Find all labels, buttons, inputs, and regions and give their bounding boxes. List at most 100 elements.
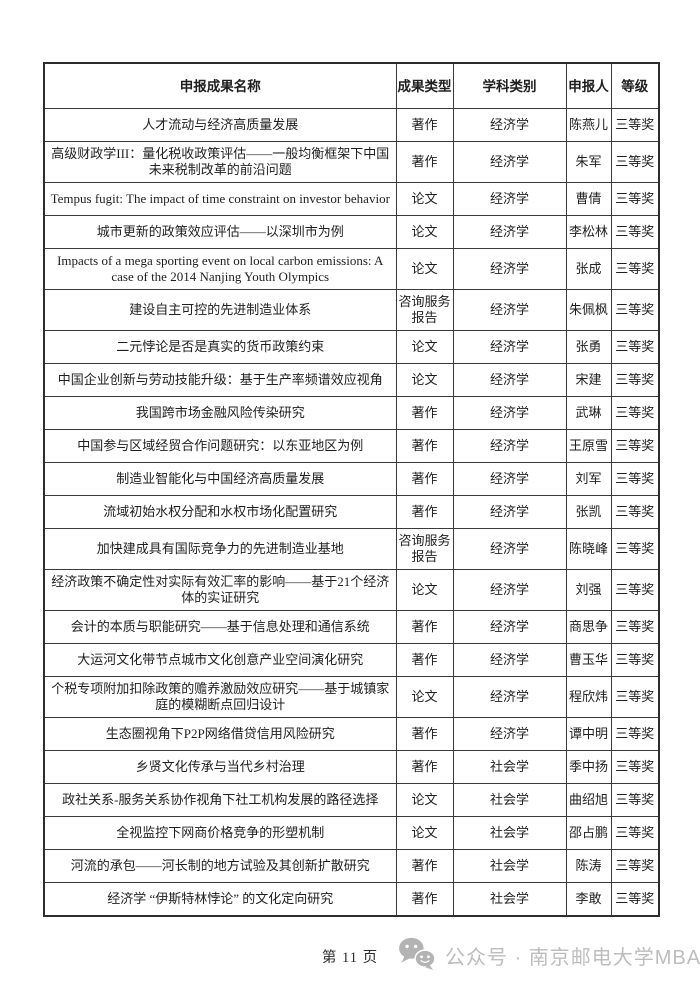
subject-category-cell: 经济学 xyxy=(452,569,567,611)
table-row: 大运河文化带节点城市文化创意产业空间演化研究 著作 经济学 曹玉华 三等奖 xyxy=(43,643,660,677)
grade-cell: 三等奖 xyxy=(610,141,660,183)
table-row: 会计的本质与职能研究——基于信息处理和通信系统 著作 经济学 商思争 三等奖 xyxy=(43,610,660,644)
subject-category-cell: 经济学 xyxy=(452,462,567,496)
declarant-cell: 季中扬 xyxy=(565,750,612,784)
achievement-name-cell: 经济政策不确定性对实际有效汇率的影响——基于21个经济体的实证研究 xyxy=(43,569,397,611)
table-row: 流域初始水权分配和水权市场化配置研究 著作 经济学 张凯 三等奖 xyxy=(43,495,660,529)
achievement-name-cell: 流域初始水权分配和水权市场化配置研究 xyxy=(43,495,397,529)
declarant-cell: 张勇 xyxy=(565,330,612,364)
table-row: 二元悖论是否是真实的货币政策约束 论文 经济学 张勇 三等奖 xyxy=(43,330,660,364)
results-table: 申报成果名称 成果类型 学科类别 申报人 等级 人才流动与经济高质量发展 著作 经济… xyxy=(43,62,660,917)
table-row: 个税专项附加扣除政策的赡养激励效应研究——基于城镇家庭的模糊断点回归设计 论文 经济… xyxy=(43,676,660,718)
grade-cell: 三等奖 xyxy=(610,643,660,677)
achievement-name-cell: 乡贤文化传承与当代乡村治理 xyxy=(43,750,397,784)
achievement-type-cell: 论文 xyxy=(395,182,454,216)
declarant-cell: 李松林 xyxy=(565,215,612,249)
achievement-type-cell: 著作 xyxy=(395,495,454,529)
header-achievement-name: 申报成果名称 xyxy=(43,62,397,109)
subject-category-cell: 经济学 xyxy=(452,182,567,216)
grade-cell: 三等奖 xyxy=(610,569,660,611)
achievement-type-cell: 论文 xyxy=(395,330,454,364)
declarant-cell: 朱佩枫 xyxy=(565,289,612,331)
subject-category-cell: 经济学 xyxy=(452,495,567,529)
achievement-name-cell: 河流的承包——河长制的地方试验及其创新扩散研究 xyxy=(43,849,397,883)
achievement-type-cell: 著作 xyxy=(395,141,454,183)
grade-cell: 三等奖 xyxy=(610,676,660,718)
subject-category-cell: 经济学 xyxy=(452,289,567,331)
grade-cell: 三等奖 xyxy=(610,750,660,784)
achievement-name-cell: 制造业智能化与中国经济高质量发展 xyxy=(43,462,397,496)
results-table-header: 申报成果名称 成果类型 学科类别 申报人 等级 xyxy=(43,62,660,109)
subject-category-cell: 社会学 xyxy=(452,783,567,817)
grade-cell: 三等奖 xyxy=(610,330,660,364)
table-row: 加快建成具有国际竞争力的先进制造业基地 咨询服务报告 经济学 陈晓峰 三等奖 xyxy=(43,528,660,570)
table-row: 中国参与区域经贸合作问题研究：以东亚地区为例 著作 经济学 王原雪 三等奖 xyxy=(43,429,660,463)
declarant-cell: 陈晓峰 xyxy=(565,528,612,570)
achievement-name-cell: 全视监控下网商价格竞争的形塑机制 xyxy=(43,816,397,850)
declarant-cell: 张凯 xyxy=(565,495,612,529)
declarant-cell: 朱军 xyxy=(565,141,612,183)
achievement-type-cell: 论文 xyxy=(395,816,454,850)
table-row: 乡贤文化传承与当代乡村治理 著作 社会学 季中扬 三等奖 xyxy=(43,750,660,784)
achievement-name-cell: 人才流动与经济高质量发展 xyxy=(43,108,397,142)
page-number: 第 11 页 xyxy=(321,950,379,966)
declarant-cell: 陈燕儿 xyxy=(565,108,612,142)
subject-category-cell: 经济学 xyxy=(452,396,567,430)
table-row: 河流的承包——河长制的地方试验及其创新扩散研究 著作 社会学 陈涛 三等奖 xyxy=(43,849,660,883)
grade-cell: 三等奖 xyxy=(610,495,660,529)
subject-category-cell: 经济学 xyxy=(452,717,567,751)
watermark: 公众号 · 南京邮电大学MBA xyxy=(398,936,700,975)
table-row: 经济政策不确定性对实际有效汇率的影响——基于21个经济体的实证研究 论文 经济学 刘强… xyxy=(43,569,660,611)
achievement-type-cell: 论文 xyxy=(395,363,454,397)
achievement-type-cell: 著作 xyxy=(395,462,454,496)
achievement-type-cell: 论文 xyxy=(395,215,454,249)
achievement-name-cell: Tempus fugit: The impact of time constra… xyxy=(43,182,397,216)
grade-cell: 三等奖 xyxy=(610,363,660,397)
grade-cell: 三等奖 xyxy=(610,882,660,916)
achievement-type-cell: 论文 xyxy=(395,569,454,611)
subject-category-cell: 经济学 xyxy=(452,248,567,290)
achievement-type-cell: 著作 xyxy=(395,396,454,430)
achievement-name-cell: 建设自主可控的先进制造业体系 xyxy=(43,289,397,331)
declarant-cell: 张成 xyxy=(565,248,612,290)
table-row: Impacts of a mega sporting event on loca… xyxy=(43,248,660,290)
subject-category-cell: 经济学 xyxy=(452,108,567,142)
achievement-type-cell: 著作 xyxy=(395,429,454,463)
declarant-cell: 李敢 xyxy=(565,882,612,916)
declarant-cell: 武琳 xyxy=(565,396,612,430)
achievement-name-cell: 会计的本质与职能研究——基于信息处理和通信系统 xyxy=(43,610,397,644)
achievement-name-cell: 生态圈视角下P2P网络借贷信用风险研究 xyxy=(43,717,397,751)
achievement-name-cell: 个税专项附加扣除政策的赡养激励效应研究——基于城镇家庭的模糊断点回归设计 xyxy=(43,676,397,718)
subject-category-cell: 经济学 xyxy=(452,141,567,183)
subject-category-cell: 经济学 xyxy=(452,215,567,249)
achievement-name-cell: 城市更新的政策效应评估——以深圳市为例 xyxy=(43,215,397,249)
subject-category-cell: 经济学 xyxy=(452,643,567,677)
header-subject-category: 学科类别 xyxy=(452,62,567,109)
declarant-cell: 曹倩 xyxy=(565,182,612,216)
achievement-type-cell: 论文 xyxy=(395,248,454,290)
grade-cell: 三等奖 xyxy=(610,289,660,331)
subject-category-cell: 经济学 xyxy=(452,610,567,644)
subject-category-cell: 经济学 xyxy=(452,528,567,570)
achievement-name-cell: 我国跨市场金融风险传染研究 xyxy=(43,396,397,430)
declarant-cell: 谭中明 xyxy=(565,717,612,751)
subject-category-cell: 社会学 xyxy=(452,750,567,784)
achievement-name-cell: 经济学 “伊斯特林悖论” 的文化定向研究 xyxy=(43,882,397,916)
achievement-type-cell: 著作 xyxy=(395,717,454,751)
table-row: Tempus fugit: The impact of time constra… xyxy=(43,182,660,216)
grade-cell: 三等奖 xyxy=(610,528,660,570)
achievement-name-cell: 二元悖论是否是真实的货币政策约束 xyxy=(43,330,397,364)
achievement-type-cell: 著作 xyxy=(395,108,454,142)
achievement-name-cell: 中国企业创新与劳动技能升级：基于生产率频谱效应视角 xyxy=(43,363,397,397)
declarant-cell: 刘军 xyxy=(565,462,612,496)
table-row: 人才流动与经济高质量发展 著作 经济学 陈燕儿 三等奖 xyxy=(43,108,660,142)
table-row: 生态圈视角下P2P网络借贷信用风险研究 著作 经济学 谭中明 三等奖 xyxy=(43,717,660,751)
grade-cell: 三等奖 xyxy=(610,849,660,883)
subject-category-cell: 社会学 xyxy=(452,882,567,916)
achievement-name-cell: 高级财政学III：量化税收政策评估——一般均衡框架下中国未来税制改革的前沿问题 xyxy=(43,141,397,183)
declarant-cell: 曹玉华 xyxy=(565,643,612,677)
declarant-cell: 陈涛 xyxy=(565,849,612,883)
subject-category-cell: 社会学 xyxy=(452,849,567,883)
grade-cell: 三等奖 xyxy=(610,610,660,644)
watermark-text: 公众号 · 南京邮电大学MBA xyxy=(445,947,700,969)
